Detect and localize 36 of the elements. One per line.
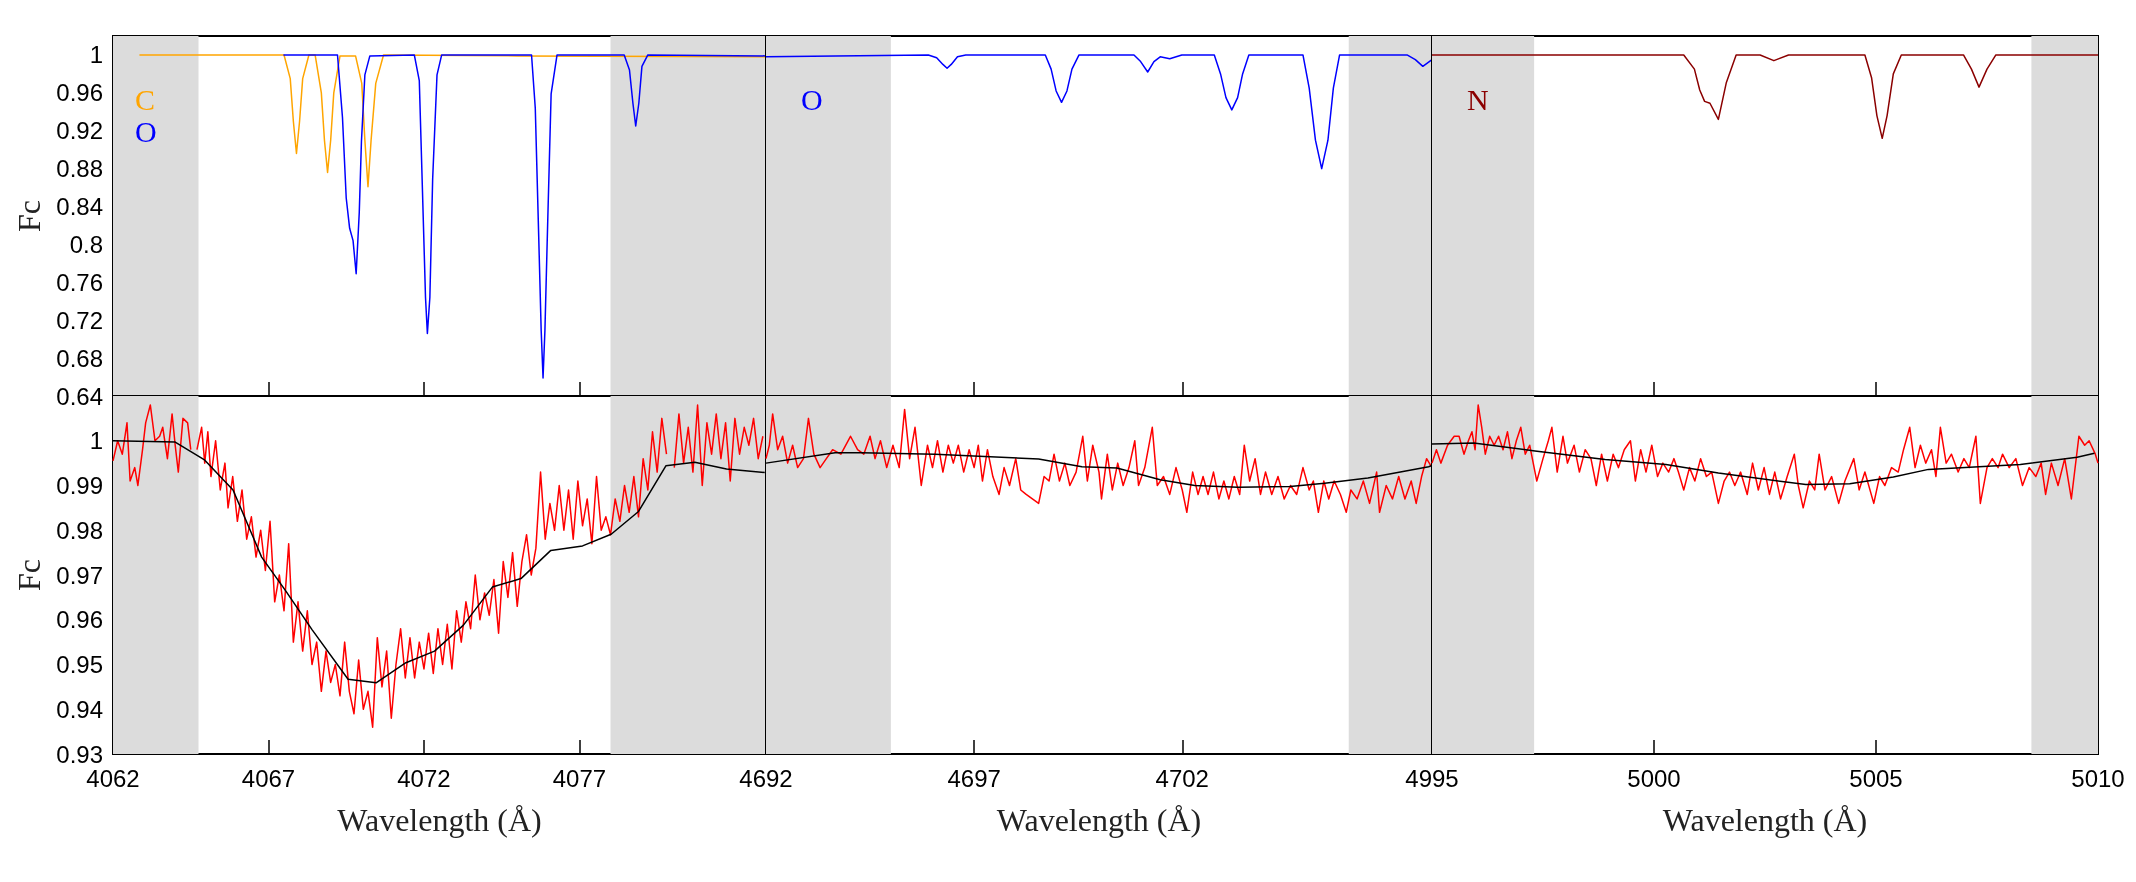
y-tick-label: 0.84 bbox=[56, 193, 103, 221]
y-tick-label: 1 bbox=[89, 41, 103, 69]
x-tick-label: 4697 bbox=[947, 764, 1001, 792]
x-axis-title: Wavelength (Å) bbox=[1662, 802, 1868, 838]
y-tick-label: 0.72 bbox=[56, 306, 103, 334]
y-tick-label: 0.99 bbox=[56, 472, 103, 499]
y-tick-label: 0.94 bbox=[56, 695, 103, 723]
y-tick-label: 0.76 bbox=[56, 268, 103, 296]
y-tick-label: 0.8 bbox=[69, 230, 103, 258]
y-tick-label: 0.95 bbox=[56, 651, 103, 678]
x-tick-label: 5010 bbox=[2071, 764, 2125, 792]
x-tick-label: 4995 bbox=[1405, 764, 1459, 792]
y-tick-label: 0.98 bbox=[56, 516, 103, 544]
y-tick-label: 0.97 bbox=[56, 561, 103, 589]
y-tick-label: 0.64 bbox=[56, 382, 103, 410]
x-tick-label: 4077 bbox=[552, 764, 607, 792]
x-tick-label: 5000 bbox=[1627, 764, 1681, 792]
series-label: O bbox=[801, 82, 823, 116]
y-tick-label: 0.68 bbox=[56, 344, 103, 372]
y-tick-label: 0.92 bbox=[56, 117, 103, 145]
y-tick-label: 0.96 bbox=[56, 606, 103, 634]
y-tick-label: 0.88 bbox=[56, 155, 103, 183]
x-tick-label: 4072 bbox=[397, 764, 451, 792]
text: O bbox=[135, 114, 157, 148]
x-axis-title: Wavelength (Å) bbox=[337, 802, 542, 838]
x-tick-label: 4067 bbox=[241, 764, 296, 792]
y-tick-label: 0.96 bbox=[56, 79, 103, 107]
x-tick-label: 4692 bbox=[739, 764, 793, 792]
series-label: C bbox=[135, 82, 156, 116]
y-axis-title: Fc bbox=[11, 200, 47, 232]
y-axis-title: Fc bbox=[11, 559, 47, 591]
x-tick-label: 5005 bbox=[1849, 764, 1903, 792]
x-axis-title: Wavelength (Å) bbox=[996, 802, 1202, 838]
x-tick-label: 4702 bbox=[1155, 764, 1209, 792]
y-tick-label: 1 bbox=[89, 427, 103, 455]
series-label: N bbox=[1467, 82, 1489, 116]
